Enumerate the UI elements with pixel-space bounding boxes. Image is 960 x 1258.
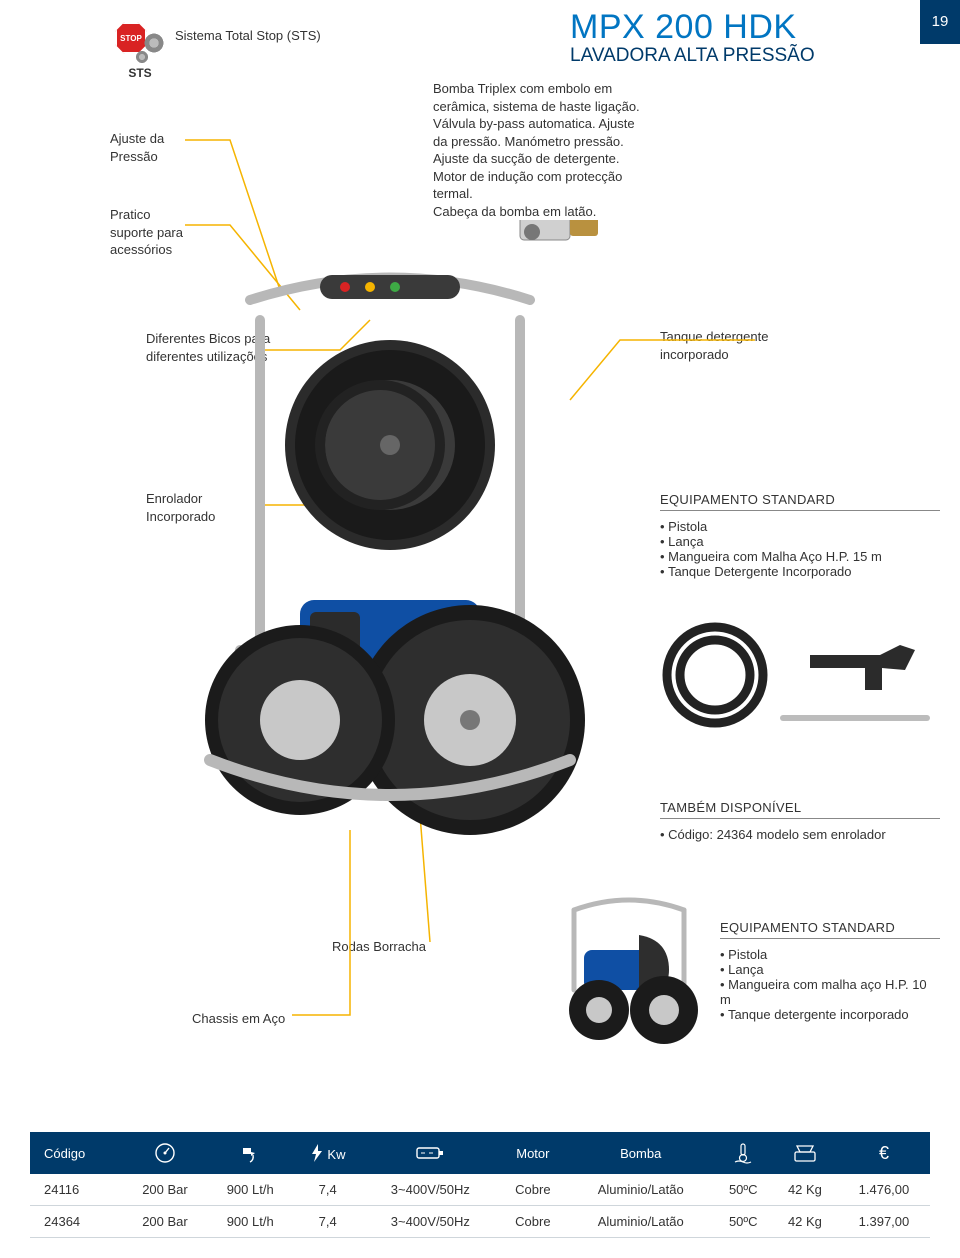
kw-label: Kw <box>327 1147 345 1162</box>
sts-label: STS <box>128 66 151 80</box>
list-item: Lança <box>720 962 940 977</box>
table-body: 24116 200 Bar 900 Lt/h 7,4 3~400V/50Hz C… <box>30 1174 930 1238</box>
also-available-list: Código: 24364 modelo sem enrolador <box>660 827 940 842</box>
product-title: MPX 200 HDK <box>570 8 815 47</box>
section-title: EQUIPAMENTO STANDARD <box>720 920 940 939</box>
callout-ajuste-pressao: Ajuste daPressão <box>110 130 164 165</box>
list-item: Tanque detergente incorporado <box>720 1007 940 1022</box>
table-header: Código Kw Motor Bomba € <box>30 1132 930 1174</box>
section-title: TAMBÉM DISPONÍVEL <box>660 800 940 819</box>
cell: 42 Kg <box>772 1206 838 1238</box>
cell: 50ºC <box>715 1206 772 1238</box>
also-available: TAMBÉM DISPONÍVEL Código: 24364 modelo s… <box>660 800 940 842</box>
col-codigo: Código <box>30 1132 123 1174</box>
list-item: Mangueira com Malha Aço H.P. 15 m <box>660 549 940 564</box>
list-item: Código: 24364 modelo sem enrolador <box>660 827 940 842</box>
callout-bomba-descricao: Bomba Triplex com embolo em cerâmica, si… <box>433 80 643 220</box>
callout-tanque: Tanque detergenteincorporado <box>660 328 768 363</box>
col-weight-icon <box>772 1132 838 1174</box>
variant-product-illustration <box>544 880 714 1050</box>
cell: 3~400V/50Hz <box>362 1206 499 1238</box>
sts-icon: STOP <box>115 22 165 64</box>
cell: 900 Lt/h <box>207 1206 293 1238</box>
cell: 3~400V/50Hz <box>362 1174 499 1206</box>
col-kw-icon: Kw <box>293 1132 362 1174</box>
col-voltage-icon <box>362 1132 499 1174</box>
table-row: 24364 200 Bar 900 Lt/h 7,4 3~400V/50Hz C… <box>30 1206 930 1238</box>
cell: 50ºC <box>715 1174 772 1206</box>
callout-rodas: Rodas Borracha <box>332 938 426 956</box>
page-number-badge: 19 <box>920 0 960 44</box>
col-temp-icon <box>715 1132 772 1174</box>
cell: 1.397,00 <box>838 1206 930 1238</box>
cell: Cobre <box>499 1206 567 1238</box>
table-row: 24116 200 Bar 900 Lt/h 7,4 3~400V/50Hz C… <box>30 1174 930 1206</box>
col-pressure-icon <box>123 1132 207 1174</box>
cell: 200 Bar <box>123 1206 207 1238</box>
sts-badge: STOP STS <box>115 22 165 80</box>
section-title: EQUIPAMENTO STANDARD <box>660 492 940 511</box>
cell: 900 Lt/h <box>207 1174 293 1206</box>
accessory-illustration <box>660 620 930 750</box>
equipment-list: Pistola Lança Mangueira com malha aço H.… <box>720 947 940 1022</box>
cell: 24364 <box>30 1206 123 1238</box>
cell: 7,4 <box>293 1206 362 1238</box>
cell: 200 Bar <box>123 1174 207 1206</box>
sts-caption: Sistema Total Stop (STS) <box>175 28 321 43</box>
equipment-list: Pistola Lança Mangueira com Malha Aço H.… <box>660 519 940 579</box>
list-item: Mangueira com malha aço H.P. 10 m <box>720 977 940 1007</box>
product-subtitle: LAVADORA ALTA PRESSÃO <box>570 45 815 67</box>
col-motor: Motor <box>499 1132 567 1174</box>
equipment-standard-1: EQUIPAMENTO STANDARD Pistola Lança Mangu… <box>660 492 940 579</box>
equipment-standard-2: EQUIPAMENTO STANDARD Pistola Lança Mangu… <box>720 920 940 1022</box>
cell: Aluminio/Latão <box>567 1174 715 1206</box>
cell: Cobre <box>499 1174 567 1206</box>
list-item: Pistola <box>660 519 940 534</box>
gear-icon-small <box>135 50 149 64</box>
list-item: Tanque Detergente Incorporado <box>660 564 940 579</box>
col-flow-icon <box>207 1132 293 1174</box>
list-item: Lança <box>660 534 940 549</box>
col-bomba: Bomba <box>567 1132 715 1174</box>
pressure-washer-illustration <box>190 220 620 840</box>
callout-chassis: Chassis em Aço <box>192 1010 285 1028</box>
spec-table: Código Kw Motor Bomba € <box>30 1132 930 1238</box>
product-image-main <box>190 220 620 840</box>
cell: 42 Kg <box>772 1174 838 1206</box>
callout-pratico-suporte: Praticosuporte paraacessórios <box>110 206 183 259</box>
cell: Aluminio/Latão <box>567 1206 715 1238</box>
title-block: MPX 200 HDK LAVADORA ALTA PRESSÃO <box>570 8 815 67</box>
col-price: € <box>838 1132 930 1174</box>
list-item: Pistola <box>720 947 940 962</box>
cell: 7,4 <box>293 1174 362 1206</box>
cell: 1.476,00 <box>838 1174 930 1206</box>
cell: 24116 <box>30 1174 123 1206</box>
